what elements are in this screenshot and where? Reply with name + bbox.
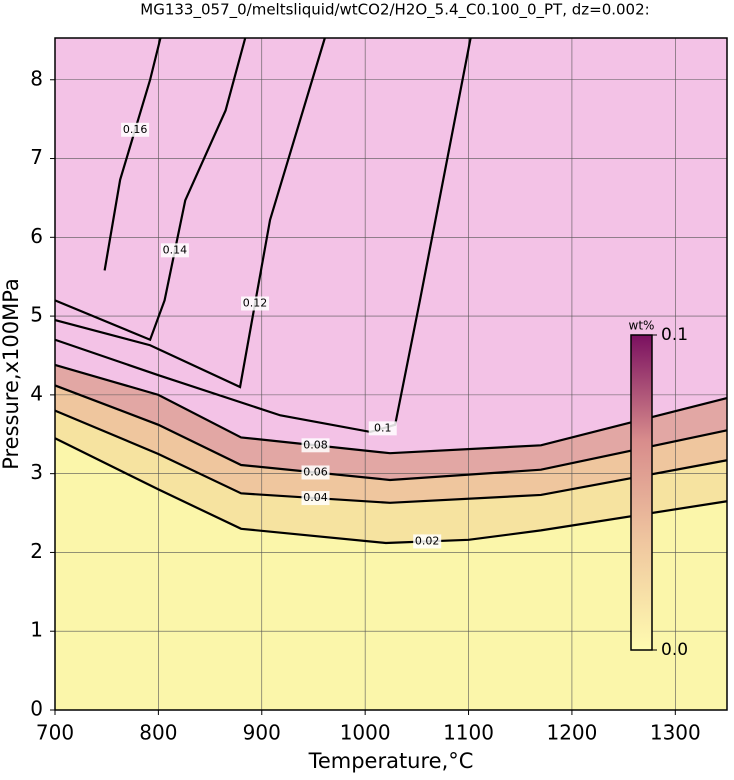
x-tick-label: 800 <box>139 721 177 745</box>
contour-label-group: 0.12 <box>241 296 270 311</box>
contour-label-group: 0.16 <box>121 122 150 137</box>
x-tick-label: 900 <box>243 721 281 745</box>
contour-line <box>54 37 326 389</box>
contour-label: 0.06 <box>303 465 328 478</box>
x-axis-label: Temperature,°C <box>308 749 474 773</box>
plot-frame <box>54 37 728 711</box>
y-tick-label: 5 <box>30 303 43 327</box>
colorbar-label: wt% <box>629 319 655 333</box>
colorbar-tick-label: 0.0 <box>661 640 688 660</box>
x-tick-label: 1300 <box>650 721 701 745</box>
contour-label-group: 0.1 <box>368 421 397 436</box>
y-tick-label: 1 <box>30 618 43 642</box>
contour-label-bg <box>368 421 397 436</box>
contour-label-group: 0.02 <box>413 534 442 549</box>
y-tick-label: 0 <box>30 697 43 721</box>
contour-label: 0.08 <box>303 438 328 451</box>
y-tick-label: 3 <box>30 460 43 484</box>
colorbar-tick-label: 0.1 <box>661 325 688 345</box>
colorbar <box>630 334 653 651</box>
contour-label-group: 0.14 <box>160 243 189 258</box>
contour-label: 0.16 <box>123 123 148 136</box>
contour-label: 0.1 <box>374 421 392 434</box>
contour-label-bg <box>121 122 150 137</box>
contour-line <box>54 437 728 545</box>
y-tick-label: 6 <box>30 224 43 248</box>
y-tick-label: 7 <box>30 145 43 169</box>
contour-label: 0.02 <box>415 534 440 547</box>
contour-label-bg <box>413 534 442 549</box>
contour-fill <box>55 38 727 454</box>
chart-title: MG133_057_0/meltsliquid/wtCO2/H2O_5.4_C0… <box>140 1 649 20</box>
x-tick-label: 1000 <box>340 721 391 745</box>
contour-label-group: 0.06 <box>301 465 330 480</box>
contour-label-bg <box>301 491 330 506</box>
contour-label-bg <box>160 243 189 258</box>
contour-label: 0.14 <box>163 243 188 256</box>
contour-label-bg <box>241 296 270 311</box>
contour-label-group: 0.08 <box>301 438 330 453</box>
x-tick-label: 1200 <box>546 721 597 745</box>
contour-label-bg <box>301 438 330 453</box>
y-axis-label: Pressure,x100MPa <box>0 278 23 470</box>
contour-label-bg <box>301 465 330 480</box>
y-tick-label: 8 <box>30 66 43 90</box>
y-tick-label: 2 <box>30 539 43 563</box>
x-tick-label: 1100 <box>443 721 494 745</box>
x-tick-label: 700 <box>36 721 74 745</box>
contour-label: 0.04 <box>303 491 328 504</box>
contour-label-group: 0.04 <box>301 491 330 506</box>
contour-label: 0.12 <box>243 296 268 309</box>
y-tick-label: 4 <box>30 381 43 405</box>
